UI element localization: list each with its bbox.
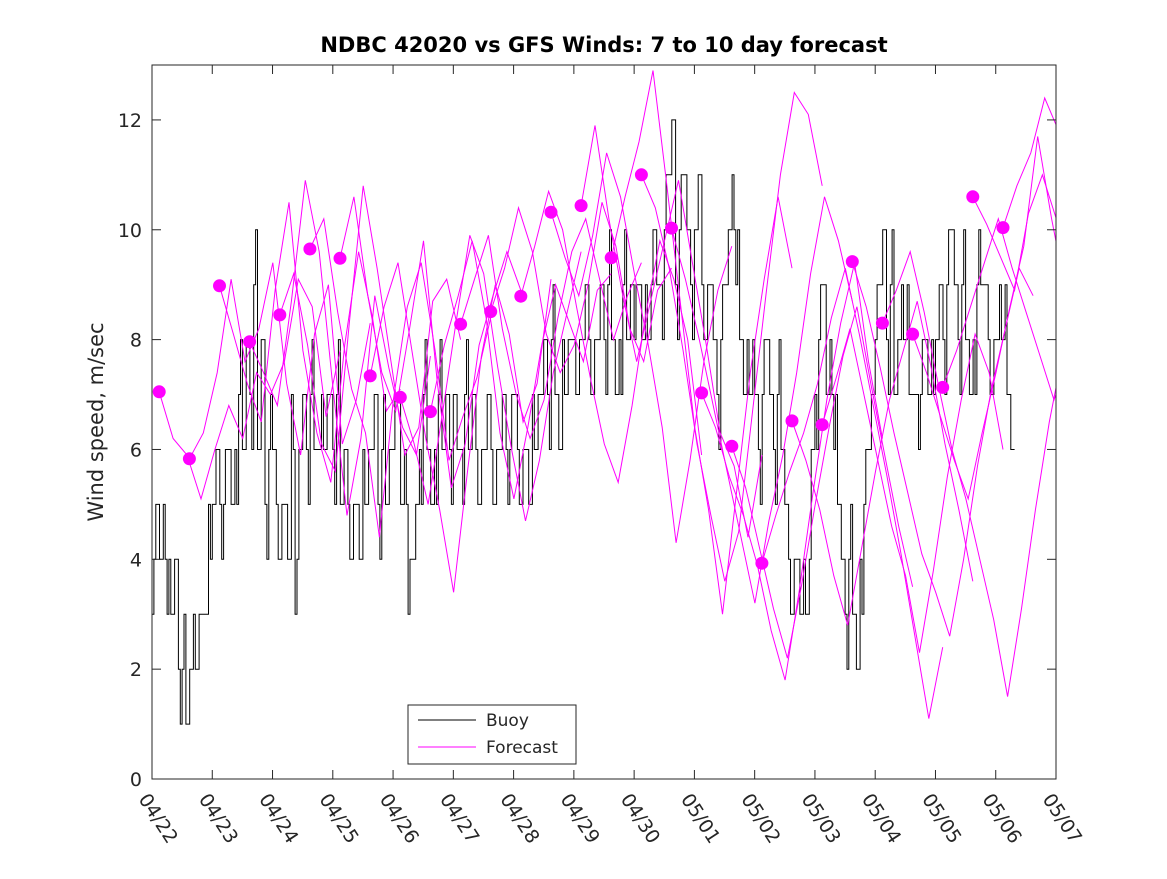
forecast-run-line [490, 202, 672, 374]
legend: Buoy Forecast [407, 704, 577, 765]
forecast-marker-point [213, 279, 226, 293]
forecast-marker-point [514, 289, 528, 303]
forecast-marker-point [845, 255, 859, 269]
forecast-marker-point [725, 439, 739, 453]
forecast-run-line [761, 268, 944, 719]
axes-box [151, 64, 1057, 780]
forecast-marker-point [785, 414, 799, 428]
y-tick-label: 0 [130, 769, 142, 791]
forecast-run-line [821, 328, 1004, 653]
forecast-run-line [429, 240, 612, 500]
forecast-marker-point [393, 390, 407, 404]
forecast-marker-point [936, 380, 950, 394]
forecast-run-line [972, 173, 1056, 292]
forecast-run-line [520, 189, 703, 485]
forecast-run-line [640, 91, 823, 582]
forecast-marker-point [875, 316, 889, 330]
forecast-marker-point [454, 317, 468, 331]
forecast-run-line [249, 180, 431, 516]
forecast-marker-point [695, 386, 709, 400]
forecast-run-line [339, 196, 522, 489]
forecast-run-line [912, 136, 1056, 501]
buoy-series-line [152, 119, 1015, 725]
forecast-marker-point [303, 242, 317, 256]
forecast-marker-point [243, 335, 257, 349]
y-tick-label: 2 [130, 659, 142, 681]
forecast-marker-point [755, 556, 769, 570]
y-axis-label: Wind speed, m/sec [84, 322, 108, 521]
forecast-run-line [460, 217, 642, 441]
legend-box [407, 704, 577, 765]
forecast-run-line [791, 301, 974, 626]
legend-forecast-label: Forecast [486, 738, 558, 758]
forecast-run-line [942, 217, 1056, 402]
forecast-marker-point [182, 452, 196, 466]
forecast-marker-point [152, 385, 166, 399]
y-tick-label: 6 [130, 439, 142, 461]
forecast-marker-point [544, 205, 558, 219]
forecast-marker-point [966, 190, 980, 204]
legend-buoy-label: Buoy [486, 711, 529, 731]
forecast-marker-point [604, 251, 618, 265]
forecast-marker-point [574, 199, 588, 213]
forecast-marker-point [815, 418, 829, 432]
chart-title: NDBC 42020 vs GFS Winds: 7 to 10 day for… [320, 33, 887, 57]
forecast-run-line [550, 152, 733, 543]
y-tick-label: 10 [118, 220, 142, 242]
forecast-marker-point [423, 405, 437, 419]
forecast-marker-point [363, 369, 377, 383]
forecast-run-line [1002, 96, 1056, 228]
forecast-marker-point [906, 327, 920, 341]
forecast-marker-point [273, 308, 287, 322]
data-layer [152, 70, 1056, 725]
y-tick-label: 4 [130, 549, 142, 571]
forecast-run-line [309, 217, 492, 538]
y-tick-label: 8 [130, 330, 142, 352]
forecast-run-line [399, 235, 582, 522]
forecast-run-line [580, 125, 763, 538]
forecast-marker-point [665, 221, 678, 235]
forecast-marker-point [996, 221, 1010, 235]
forecast-marker-point [634, 168, 648, 182]
forecast-run-line [881, 249, 1056, 697]
forecast-marker-point [484, 305, 498, 319]
y-tick-label: 12 [118, 110, 142, 132]
forecast-marker-point [333, 251, 347, 265]
